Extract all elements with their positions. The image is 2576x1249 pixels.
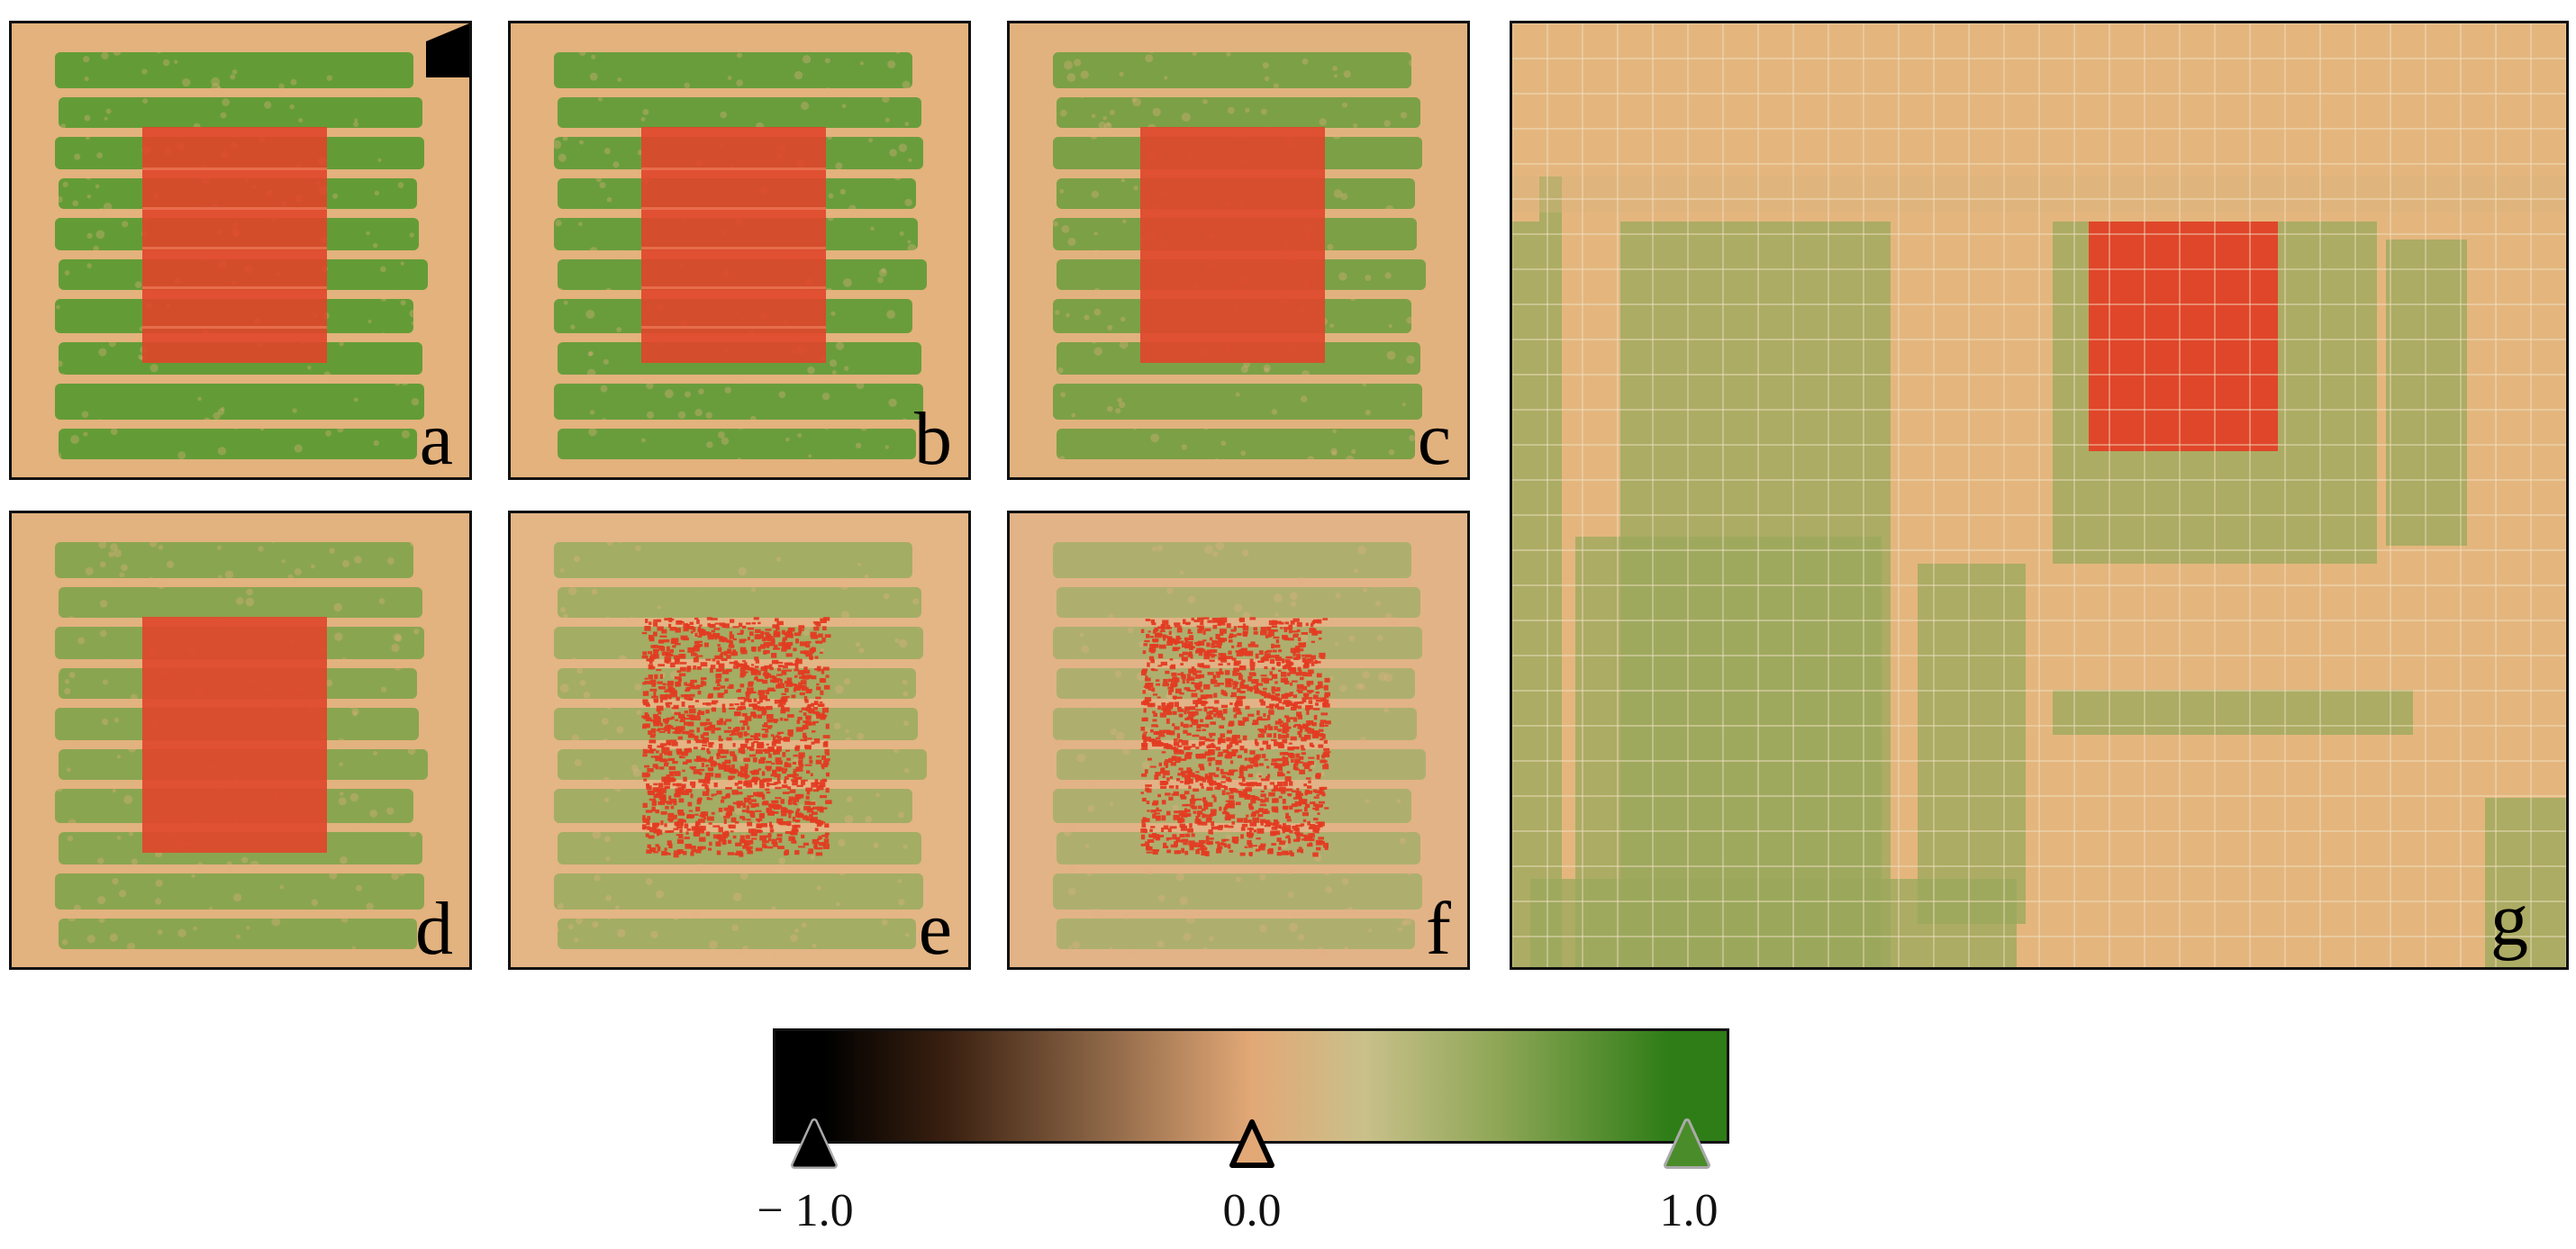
treatment-area [641, 127, 826, 363]
crop-row [558, 429, 916, 459]
colorbar-marker-mid [1229, 1119, 1274, 1168]
crop-row [558, 668, 916, 699]
crop-row [558, 832, 921, 864]
field-image-g [1512, 23, 2566, 967]
panel-b: b [508, 21, 971, 480]
panel-e: e [508, 511, 971, 970]
treatment-area [142, 617, 327, 853]
crop-row [55, 384, 424, 420]
crop-row [55, 52, 413, 88]
crop-row [558, 97, 921, 128]
crop-row [59, 587, 422, 618]
crop-row [554, 52, 912, 88]
field-image-e [511, 513, 968, 967]
field-image-c [1010, 23, 1467, 477]
crop-row [1057, 749, 1426, 780]
crop-row [1057, 919, 1415, 949]
panel-label-e: e [918, 887, 952, 970]
crop-row [1053, 542, 1411, 578]
crop-row [55, 542, 413, 578]
panel-label-a: a [419, 397, 453, 480]
crop-row [558, 587, 921, 618]
crop-row [1053, 384, 1422, 420]
crop-row [558, 919, 916, 949]
panel-f: f [1007, 511, 1470, 970]
crop-row [1053, 52, 1411, 88]
crop-row [554, 384, 923, 420]
panel-label-f: f [1426, 887, 1451, 970]
crop-row [1053, 873, 1422, 910]
panel-g: g [1510, 21, 2569, 970]
treatment-area [142, 127, 327, 363]
field-image-a [12, 23, 469, 477]
colorbar-tick-min: − 1.0 [757, 1185, 854, 1236]
treatment-area [1140, 127, 1325, 363]
field-image-f [1010, 513, 1467, 967]
crop-row [554, 542, 912, 578]
crop-row [59, 97, 422, 128]
panel-label-d: d [415, 887, 453, 970]
crop-row [1057, 429, 1415, 459]
crop-row [554, 873, 923, 910]
crop-row [59, 919, 417, 949]
crop-row [59, 429, 417, 459]
treatment-area [1140, 617, 1331, 857]
panel-c: c [1007, 21, 1470, 480]
treatment-area [641, 617, 832, 858]
panel-a: a [9, 21, 472, 480]
crop-row [554, 627, 923, 659]
field-image-b [511, 23, 968, 477]
crop-row [55, 873, 424, 910]
colorbar-marker-low [791, 1118, 838, 1169]
panel-d: d [9, 511, 472, 970]
colorbar-tick-zero: 0.0 [1222, 1185, 1282, 1236]
crop-row [1057, 97, 1420, 128]
panel-label-g: g [2490, 878, 2528, 962]
colorbar-tick-max: 1.0 [1659, 1185, 1719, 1236]
panel-label-b: b [914, 397, 952, 480]
field-image-d [12, 513, 469, 967]
crop-row [1057, 587, 1420, 618]
colorbar-marker-high [1664, 1118, 1710, 1169]
panel-label-c: c [1417, 397, 1451, 480]
treatment-area [2089, 222, 2278, 451]
